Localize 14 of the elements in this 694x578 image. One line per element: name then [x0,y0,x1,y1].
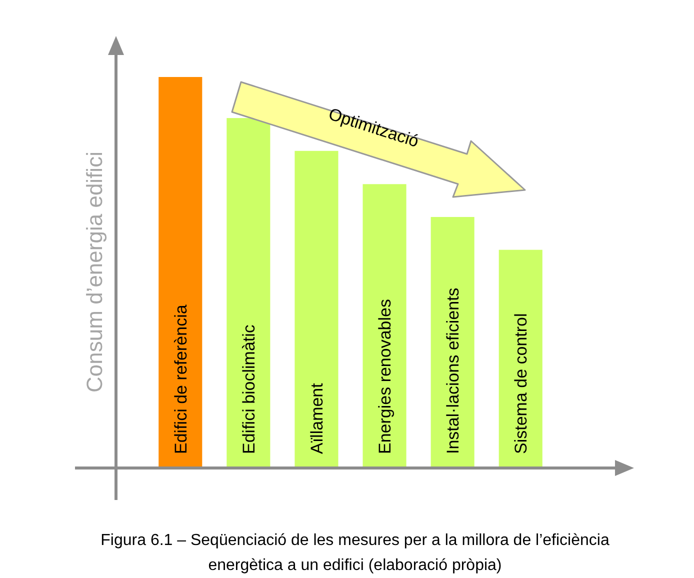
bar [430,216,474,468]
y-axis-title: Consum d’energia edifici [82,152,107,392]
bar [158,77,202,468]
bar [226,118,270,468]
bar [498,250,542,468]
bar [294,150,338,468]
bar [362,184,406,468]
x-tick-label: Edifici de referència [171,304,190,454]
x-tick-label: Energies renovables [376,299,395,454]
x-tick-label: Aïllament [307,382,326,454]
x-tick-label: Sistema de control [512,313,531,454]
x-tick-label: Edifici bioclimàtic [239,324,258,454]
x-tick-label: Instal·lacions eficients [444,288,463,454]
text: Figura 6.1 – Seqüenciació de les mesures per a la millora de l’eficiència energètica a un edifici (elaboració pròpia) [100,532,610,574]
